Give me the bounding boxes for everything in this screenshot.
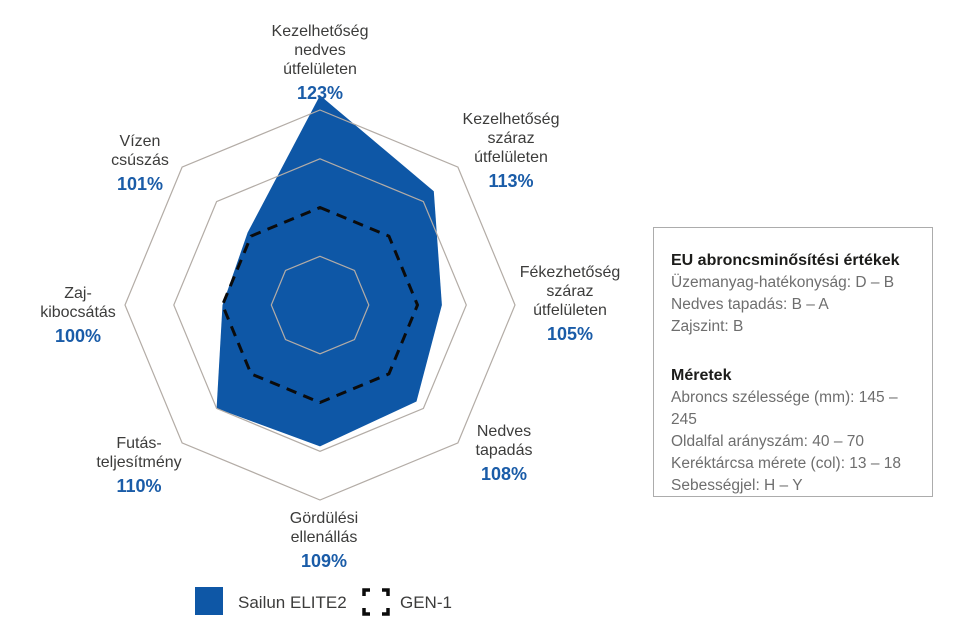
axis-label-kezelhetoseg-nedves: Kezelhetőség nedves útfelületen 123%: [272, 22, 369, 104]
info-box-line: Oldalfal arányszám: 40 – 70: [671, 433, 864, 450]
info-box-line: Keréktárcsa mérete (col): 13 – 18: [671, 455, 902, 472]
info-box-section-title: Méretek: [671, 367, 732, 384]
axis-value-text: 101%: [116, 174, 164, 194]
axis-value-text: 123%: [296, 83, 344, 103]
axis-label-text: Futás- teljesítmény: [96, 435, 182, 471]
axis-value-text: 110%: [116, 476, 162, 496]
info-box-section-title: EU abroncsminősítési értékek: [671, 252, 900, 269]
axis-label-fekezhetoseg-szaraz: Fékezhetőség száraz útfelületen 105%: [520, 263, 621, 345]
axis-label-text: Vízen csúszás: [111, 133, 169, 169]
grid-ring: [124, 109, 516, 501]
axis-label-text: Gördülési ellenállás: [289, 510, 359, 546]
legend-label-sailun-elite2: Sailun ELITE2: [238, 593, 347, 612]
axis-label-gordulesi-ellenallas: Gördülési ellenállás 109%: [290, 509, 358, 572]
axis-label-zaj-kibocsatas: Zaj- kibocsátás 100%: [40, 284, 116, 347]
info-box-line: Nedves tapadás: B – A: [671, 296, 829, 313]
legend-swatch-gen1-dashed-icon: [362, 588, 390, 616]
axis-label-text: Kezelhetőség nedves útfelületen: [271, 23, 369, 78]
info-box-line: Üzemanyag-hatékonyság: D – B: [671, 274, 895, 291]
grid-ring: [173, 158, 467, 452]
series-outline-gen1: [221, 206, 419, 404]
axis-label-text: Kezelhetőség száraz útfelületen: [462, 111, 560, 166]
axis-label-kezelhetoseg-szaraz: Kezelhetőség száraz útfelületen 113%: [463, 110, 560, 192]
axis-value-text: 105%: [546, 324, 594, 344]
axis-label-text: Fékezhetőség száraz útfelületen: [519, 264, 621, 319]
grid-ring: [270, 255, 370, 355]
axis-value-text: 109%: [300, 551, 348, 571]
axis-label-futas-teljesitmeny: Futás- teljesítmény 110%: [96, 434, 181, 497]
axis-label-text: Nedves tapadás: [475, 423, 533, 459]
axis-value-text: 100%: [54, 326, 102, 346]
series-area-sailun-elite2: [216, 95, 442, 447]
axis-label-vizen-csuszas: Vízen csúszás 101%: [111, 132, 169, 195]
legend-swatch-sailun-elite2: [195, 587, 223, 615]
info-box-line: Abroncs szélessége (mm): 145 – 245: [671, 389, 898, 428]
axis-label-nedves-tapadas: Nedves tapadás 108%: [476, 422, 533, 485]
info-box-line: Zajszint: B: [671, 318, 744, 335]
eu-tire-rating-info-box: EU abroncsminősítési értékek Üzemanyag-h…: [653, 227, 933, 497]
axis-label-text: Zaj- kibocsátás: [40, 285, 116, 321]
axis-value-text: 108%: [480, 464, 528, 484]
legend-label-gen1: GEN-1: [400, 593, 452, 612]
info-box-line: Sebességjel: H – Y: [671, 477, 803, 494]
axis-value-text: 113%: [488, 171, 534, 191]
